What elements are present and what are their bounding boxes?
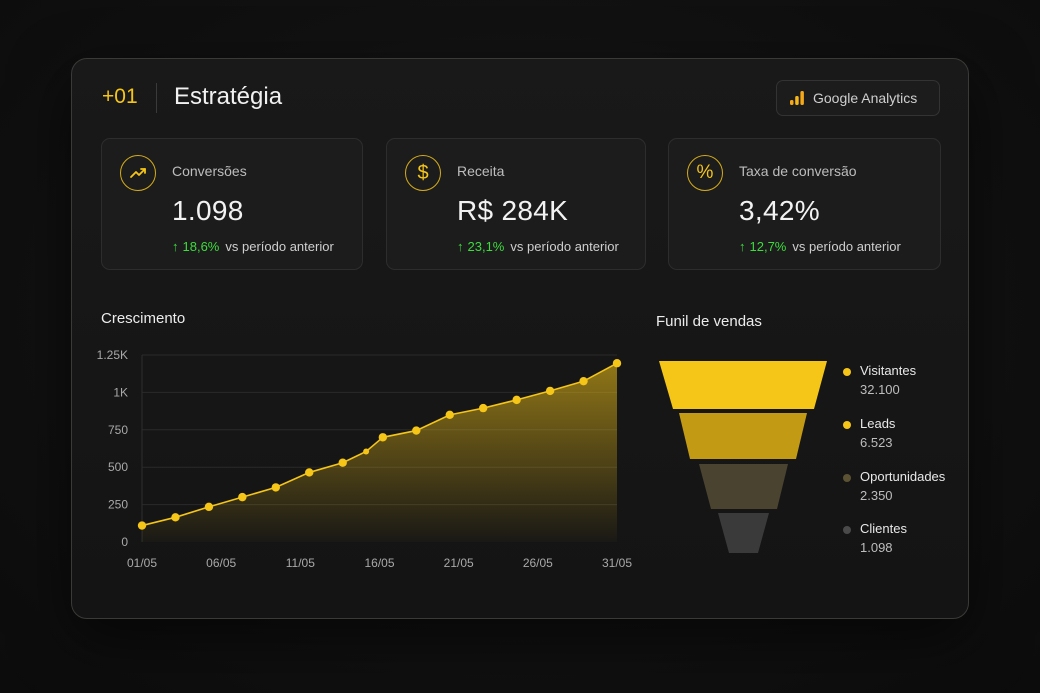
- data-point[interactable]: [271, 483, 281, 492]
- percent-icon: %: [687, 155, 723, 191]
- google-analytics-button[interactable]: Google Analytics: [776, 80, 940, 116]
- funnel-stage-oportunidades: [699, 464, 788, 509]
- y-tick-label: 1.25K: [97, 348, 128, 362]
- funnel-title: Funil de vendas: [656, 313, 762, 330]
- kpi-delta: ↑ 18,6% vs período anterior: [172, 239, 334, 254]
- data-point[interactable]: [445, 410, 454, 420]
- legend-name: Oportunidades: [860, 469, 946, 484]
- arrow-up-icon: ↑: [172, 239, 179, 254]
- funnel-stage-clientes: [718, 513, 769, 553]
- kpi-delta-value: 18,6%: [182, 239, 220, 254]
- data-point[interactable]: [412, 426, 421, 435]
- kpi-label: Receita: [457, 163, 505, 179]
- legend-value: 32.100: [860, 382, 900, 397]
- chart-title: Crescimento: [101, 310, 186, 327]
- legend-name: Clientes: [860, 521, 907, 536]
- series-line: [141, 362, 618, 527]
- data-point[interactable]: [512, 395, 521, 405]
- x-tick-label: 16/05: [364, 556, 394, 570]
- google-analytics-label: Google Analytics: [813, 90, 918, 106]
- legend-dot: [843, 421, 851, 429]
- data-point[interactable]: [137, 521, 147, 530]
- kpi-label: Taxa de conversão: [739, 163, 857, 179]
- kpi-card-conversoes: Conversões 1.098 ↑ 18,6% vs período anteri…: [101, 138, 363, 270]
- sales-funnel: [659, 361, 827, 553]
- y-tick-label: 750: [108, 423, 128, 437]
- kpi-value: 1.098: [172, 195, 244, 226]
- legend-dot: [843, 474, 851, 482]
- legend-value: 2.350: [860, 488, 893, 503]
- kpi-value: 3,42%: [739, 195, 820, 226]
- data-point[interactable]: [545, 386, 555, 396]
- x-tick-label: 01/05: [127, 556, 157, 570]
- trending-up-icon: [120, 155, 156, 191]
- header-divider: [156, 83, 157, 113]
- x-tick-label: 31/05: [602, 556, 632, 570]
- legend-value: 6.523: [860, 435, 893, 450]
- funnel-stage-leads: [679, 413, 807, 459]
- data-point[interactable]: [338, 458, 347, 467]
- data-point[interactable]: [238, 492, 247, 502]
- funnel-stage-visitantes: [659, 361, 827, 409]
- data-point[interactable]: [478, 403, 488, 413]
- x-tick-label: 11/05: [286, 556, 315, 570]
- kpi-delta-value: 12,7%: [749, 239, 787, 254]
- y-tick-label: 500: [108, 460, 128, 474]
- page-title: Estratégia: [174, 83, 283, 110]
- data-point[interactable]: [579, 376, 588, 386]
- y-tick-label: 1K: [113, 385, 128, 399]
- growth-chart: 0 250 500 750 1K 1.25K 01/05 06/05 11/05 16/05 21…: [97, 348, 633, 570]
- data-point[interactable]: [612, 359, 622, 368]
- kpi-value: R$ 284K: [457, 195, 569, 226]
- kpi-label: Conversões: [172, 163, 247, 179]
- kpi-delta-suffix: vs período anterior: [510, 239, 619, 254]
- y-tick-label: 0: [121, 535, 128, 549]
- dollar-icon: $: [405, 155, 441, 191]
- arrow-up-icon: ↑: [739, 239, 746, 254]
- legend-value: 1.098: [860, 540, 893, 555]
- series-area: [142, 363, 617, 542]
- kpi-card-taxa-conversao: % Taxa de conversão 3,42% ↑ 12,7% vs perío…: [668, 138, 941, 270]
- dashboard-panel: +01 Estratégia Google Analytics Conversõ…: [71, 58, 969, 619]
- x-tick-label: 26/05: [523, 556, 553, 570]
- section-number: +01: [102, 85, 138, 108]
- x-tick-label: 21/05: [444, 556, 474, 570]
- legend-dot: [843, 368, 851, 376]
- data-point[interactable]: [171, 513, 180, 522]
- data-point[interactable]: [204, 502, 214, 512]
- data-point[interactable]: [363, 448, 370, 455]
- kpi-delta: ↑ 23,1% vs período anterior: [457, 239, 619, 254]
- arrow-up-icon: ↑: [457, 239, 464, 254]
- legend-name: Visitantes: [860, 363, 917, 378]
- kpi-delta-suffix: vs período anterior: [792, 239, 901, 254]
- analytics-bars-icon: [790, 91, 804, 105]
- kpi-card-receita: $ Receita R$ 284K ↑ 23,1% vs período anter…: [386, 138, 646, 270]
- legend-dot: [843, 526, 851, 534]
- data-point[interactable]: [305, 468, 314, 477]
- x-tick-label: 06/05: [206, 556, 236, 570]
- kpi-delta: ↑ 12,7% vs período anterior: [739, 239, 901, 254]
- kpi-delta-suffix: vs período anterior: [225, 239, 334, 254]
- legend-name: Leads: [860, 416, 896, 431]
- kpi-delta-value: 23,1%: [467, 239, 505, 254]
- y-tick-label: 250: [108, 498, 128, 512]
- data-point[interactable]: [378, 433, 388, 442]
